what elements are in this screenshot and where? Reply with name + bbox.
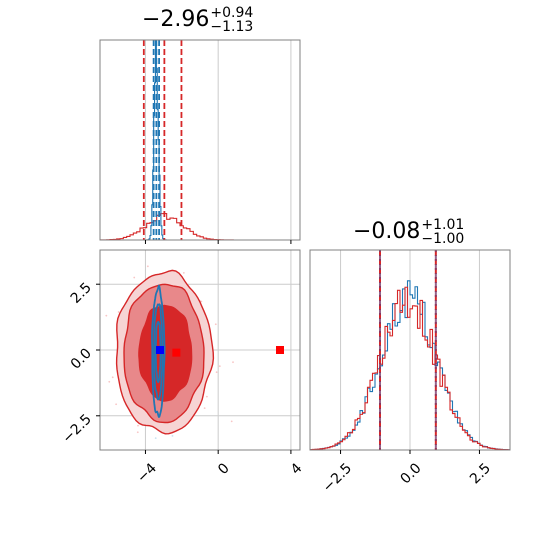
panel-3-xtick-label: −2.5 <box>320 460 355 495</box>
param2-title: −0.08 +1.01 −1.00 <box>353 218 464 246</box>
panel-2-blue-sample <box>154 437 157 440</box>
panel-3-plot-area <box>310 250 510 450</box>
panel-3-red-histogram <box>310 286 510 450</box>
panel-2-red-marker <box>276 346 284 354</box>
param2-upper-error: +1.01 <box>421 217 465 233</box>
panel-2-red-sample <box>76 312 78 314</box>
panel-2-xtick-label: 0 <box>215 460 233 478</box>
panel-3-xtick-label: 2.5 <box>467 460 494 487</box>
panel-2-xtick-label: 4 <box>288 460 306 478</box>
panel-2-red-sample <box>218 365 221 368</box>
panel-2-blue-marker <box>156 346 164 354</box>
param2-lower-error: −1.00 <box>421 231 465 247</box>
panel-2-xtick-label: −4 <box>134 460 160 486</box>
panel-2-ytick-label: −2.5 <box>59 411 94 446</box>
panel-2-red-sample <box>230 420 233 423</box>
panel-1-blue-histogram <box>100 40 300 240</box>
panel-2-blue-contour-outer <box>151 284 166 418</box>
panel-2-red-sample <box>200 300 203 303</box>
panel-2-red-sample <box>133 276 136 279</box>
panel-2-blue-sample <box>155 245 157 247</box>
panel-1-plot-area <box>100 40 300 240</box>
param1-errors: +0.94 −1.13 <box>210 6 253 34</box>
panel-2-blue-contour-inner <box>154 321 162 384</box>
param2-median: −0.08 <box>353 219 421 244</box>
panel-2-red-sample <box>214 323 217 326</box>
panel-2-red-sample <box>117 311 120 313</box>
param1-upper-error: +0.94 <box>210 5 254 21</box>
panel-2-red-sample <box>136 431 139 434</box>
panel-2-red-sample <box>111 376 114 379</box>
panel-1-frame <box>99 39 301 241</box>
panel-2-red-sample <box>137 424 139 427</box>
panel-1-red-histogram <box>100 212 300 240</box>
panel-2-red-sample <box>108 380 111 383</box>
panel-2-blue-contour-middle <box>153 303 164 401</box>
panel-2-ytick-label: 0.0 <box>68 346 95 373</box>
panel-2-red-sample <box>205 395 208 398</box>
panel-2-red-sample <box>182 271 185 274</box>
panel-2-red-sample <box>203 407 206 409</box>
panel-2-red-sample <box>105 314 108 317</box>
panel-2-red-sample <box>232 361 234 364</box>
panel-2-plot-area <box>76 245 300 450</box>
panel-2-red-sample <box>215 371 218 374</box>
param2-errors: +1.01 −1.00 <box>421 218 464 246</box>
panel-2-ytick-label: 2.5 <box>68 280 95 307</box>
param1-title: −2.96 +0.94 −1.13 <box>142 6 253 34</box>
param1-lower-error: −1.13 <box>210 19 254 35</box>
param1-median: −2.96 <box>142 7 210 32</box>
panel-2-red-sample <box>146 265 149 268</box>
panel-3-xtick-label: 0.0 <box>398 460 425 487</box>
panel-2-red-marker <box>172 348 181 357</box>
panel-2-blue-sample <box>171 434 174 437</box>
panel-2-red-sample <box>115 403 118 406</box>
